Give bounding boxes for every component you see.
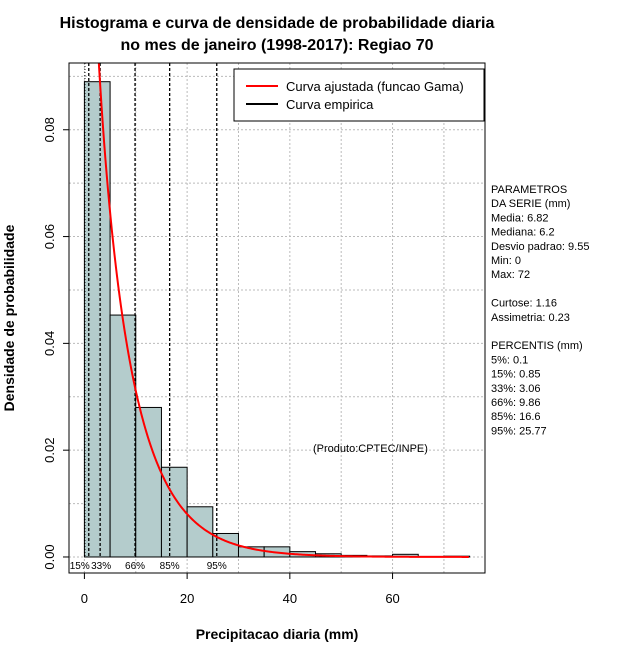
stats-panel: PARAMETROS DA SERIE (mm) Media: 6.82 Medi… (491, 184, 589, 437)
x-axis-ticks: 0 20 40 60 (81, 573, 400, 606)
chart-title-line2: no mes de janeiro (1998-2017): Regiao 70 (120, 37, 433, 54)
y-tick-label: 0.08 (42, 117, 57, 142)
histogram-bar (135, 406, 162, 558)
histogram-bars (83, 81, 471, 558)
fitted-curve (97, 63, 469, 558)
stats-line: Curtose: 1.16 (491, 298, 557, 310)
legend-box (233, 68, 485, 122)
stats-line: PERCENTIS (mm) (491, 340, 583, 352)
percentile-label: 85% (160, 561, 180, 572)
percentile-label: 66% (125, 561, 145, 572)
stats-line: Min: 0 (491, 255, 521, 267)
legend-label-fitted: Curva ajustada (funcao Gama) (286, 79, 464, 94)
stats-line: PARAMETROS (491, 184, 567, 196)
stats-line: 95%: 25.77 (491, 425, 547, 437)
y-tick-label: 0.04 (42, 331, 57, 356)
percentile-label: 33% (91, 561, 111, 572)
stats-line: 33%: 3.06 (491, 383, 541, 395)
y-tick-label: 0.00 (42, 544, 57, 569)
plot-frame (68, 62, 486, 574)
legend: Curva ajustada (funcao Gama) Curva empir… (233, 68, 485, 122)
stats-line: Max: 72 (491, 269, 530, 281)
x-tick-label: 40 (283, 591, 297, 606)
percentile-lines: 15% 33% 66% 85% 95% (70, 63, 227, 572)
x-tick-label: 20 (180, 591, 194, 606)
y-axis-label: Densidade de probabilidade (1, 224, 17, 411)
stats-line: Assimetria: 0.23 (491, 312, 570, 324)
stats-line: 66%: 9.86 (491, 397, 541, 409)
y-tick-label: 0.02 (42, 438, 57, 463)
histogram-bar (109, 314, 137, 558)
chart-title-line1: Histograma e curva de densidade de proba… (60, 15, 495, 32)
stats-line: DA SERIE (mm) (491, 198, 570, 210)
y-tick-label: 0.06 (42, 224, 57, 249)
percentile-label: 15% (70, 561, 90, 572)
percentile-label: 95% (207, 561, 227, 572)
stats-line: 15%: 0.85 (491, 369, 541, 381)
stats-line: Mediana: 6.2 (491, 227, 555, 239)
stats-line: 85%: 16.6 (491, 411, 541, 423)
y-axis-ticks: 0.00 0.02 0.04 0.06 0.08 (42, 117, 69, 570)
x-tick-label: 60 (385, 591, 399, 606)
x-axis-label: Precipitacao diaria (mm) (196, 626, 359, 642)
stats-line: 5%: 0.1 (491, 354, 528, 366)
gamma-curve (97, 63, 469, 558)
source-annotation: (Produto:CPTEC/INPE) (313, 443, 428, 455)
x-tick-label: 0 (81, 591, 88, 606)
stats-line: Media: 6.82 (491, 212, 548, 224)
stats-line: Desvio padrao: 9.55 (491, 241, 589, 253)
legend-label-empirical: Curva empirica (286, 97, 374, 112)
